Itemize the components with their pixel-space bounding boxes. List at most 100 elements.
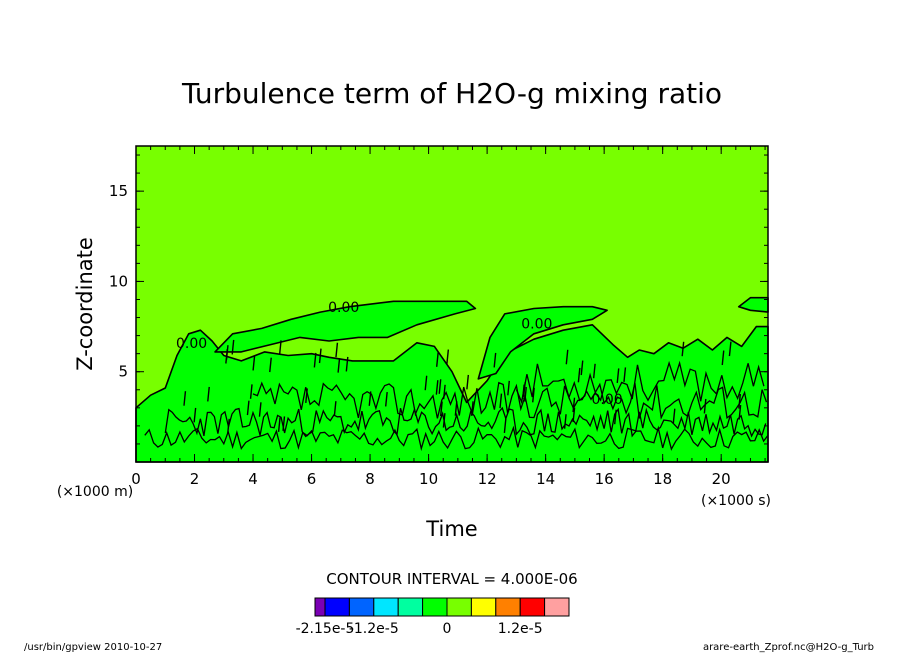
contour-streak <box>592 363 596 379</box>
contour-streak <box>507 380 510 396</box>
contour-streak <box>227 418 230 434</box>
contour-streak <box>193 407 197 423</box>
contour-streak <box>368 391 372 406</box>
contour-interval-text: CONTOUR INTERVAL = 4.000E-06 <box>326 570 577 588</box>
x-tick-label: 12 <box>478 470 497 488</box>
contour-streak <box>522 382 526 397</box>
contour-streak <box>442 413 446 428</box>
y-axis-label: Z-coordinate <box>73 237 97 371</box>
colorbar-swatch <box>446 597 472 617</box>
contour-streak <box>572 397 576 413</box>
colorbar-swatch <box>324 597 350 617</box>
contour-line-3 <box>515 360 765 405</box>
contour-streak <box>499 393 503 409</box>
y-tick-label: 10 <box>109 272 128 290</box>
contour-streak <box>563 414 567 429</box>
contour-streak <box>318 348 322 364</box>
x-tick-label: 20 <box>712 470 731 488</box>
contour-label: 0.00 <box>521 316 552 332</box>
contour-streak <box>252 355 256 371</box>
colorbar-label: 1.2e-5 <box>498 621 543 637</box>
contour-streak <box>728 341 732 357</box>
contour-streak <box>335 342 339 358</box>
plot-frame <box>135 145 769 463</box>
colorbar-swatch <box>495 597 521 617</box>
contour-streak <box>249 384 253 399</box>
colorbar-swatch <box>544 597 570 617</box>
contour-streak <box>738 405 742 420</box>
contour-streak <box>524 387 527 402</box>
contour-streak <box>278 340 282 355</box>
contour-line-2 <box>252 381 768 420</box>
contour-streak <box>466 374 470 390</box>
x-tick-label: 14 <box>536 470 555 488</box>
x-tick-label: 8 <box>365 470 375 488</box>
colorbar-swatch <box>470 597 497 617</box>
colorbar-label: 0 <box>443 621 452 637</box>
colorbar-swatch <box>519 597 546 617</box>
contour-streak <box>435 352 439 367</box>
colorbar: -2.15e-5-1.2e-5 0 1.2e-5 <box>296 597 570 637</box>
chart-title: Turbulence term of H2O-g mixing ratio <box>181 77 722 110</box>
x-tick-label: 6 <box>307 470 317 488</box>
contour-streak <box>277 417 281 432</box>
x-tick-label: 18 <box>653 470 672 488</box>
colorbar-swatch <box>422 597 448 617</box>
colorbar-label: -1.2e-5 <box>349 621 399 637</box>
contour-lines <box>144 339 769 452</box>
contour-line-0 <box>144 425 769 452</box>
contour-streak <box>577 367 581 383</box>
contour-streak <box>435 380 439 395</box>
colorbar-swatch <box>348 597 375 617</box>
contour-streak <box>681 341 685 357</box>
contour-streak <box>738 393 742 409</box>
contour-streak <box>246 400 250 416</box>
contour-streak <box>305 388 308 404</box>
contour-region-1 <box>214 300 477 353</box>
x-tick-label: 0 <box>131 470 141 488</box>
contour-streak <box>521 384 525 400</box>
contour-label: 0.00 <box>176 336 207 352</box>
contour-streak <box>565 349 569 365</box>
contour-streak <box>703 398 707 414</box>
contour-label: 0.00 <box>328 300 359 316</box>
colorbar-label: -2.15e-5 <box>296 621 355 637</box>
contour-streak <box>258 402 262 417</box>
contour-streak <box>454 401 458 416</box>
contour-streak <box>207 386 210 402</box>
contour-streak <box>446 349 450 365</box>
contour-streak <box>313 352 317 368</box>
x-axis: 0 2 4 6 8 10 12 14 16 18 20 <box>131 146 766 488</box>
contour-streak <box>438 379 442 394</box>
y-unit-label: (×1000 m) <box>57 484 133 500</box>
contour-label: 0.00 <box>591 392 622 408</box>
contour-streak <box>231 339 235 355</box>
contour-label-group: 0.00 0.00 0.00 0.00 <box>176 300 623 408</box>
contour-streak <box>493 352 497 368</box>
contour-line-1 <box>164 406 767 438</box>
y-axis: 5 10 15 <box>109 154 768 445</box>
contour-streak <box>672 408 676 424</box>
contour-streak <box>345 356 349 372</box>
contour-streak <box>623 367 627 382</box>
contour-streak <box>269 357 272 373</box>
contour-streak <box>470 401 474 416</box>
colorbar-swatch <box>314 597 326 617</box>
x-unit-label: (×1000 s) <box>701 493 771 509</box>
contour-streak <box>616 368 620 383</box>
contour-streak <box>282 416 286 431</box>
x-tick-label: 2 <box>190 470 200 488</box>
colorbar-swatch <box>397 597 424 617</box>
x-tick-label: 16 <box>595 470 614 488</box>
contour-streak <box>424 375 428 391</box>
contour-streak <box>337 358 341 373</box>
contour-streak <box>439 401 443 417</box>
contour-streak <box>580 360 584 376</box>
contour-streak <box>572 407 576 423</box>
y-tick-label: 15 <box>109 182 128 200</box>
contour-streak <box>225 345 229 360</box>
footer-right: arare-earth_Zprof.nc@H2O-g_Turb <box>702 642 874 653</box>
contour-region-2 <box>477 305 608 380</box>
footer-left: /usr/bin/gpview 2010-10-27 <box>24 642 163 653</box>
x-tick-label: 10 <box>419 470 438 488</box>
